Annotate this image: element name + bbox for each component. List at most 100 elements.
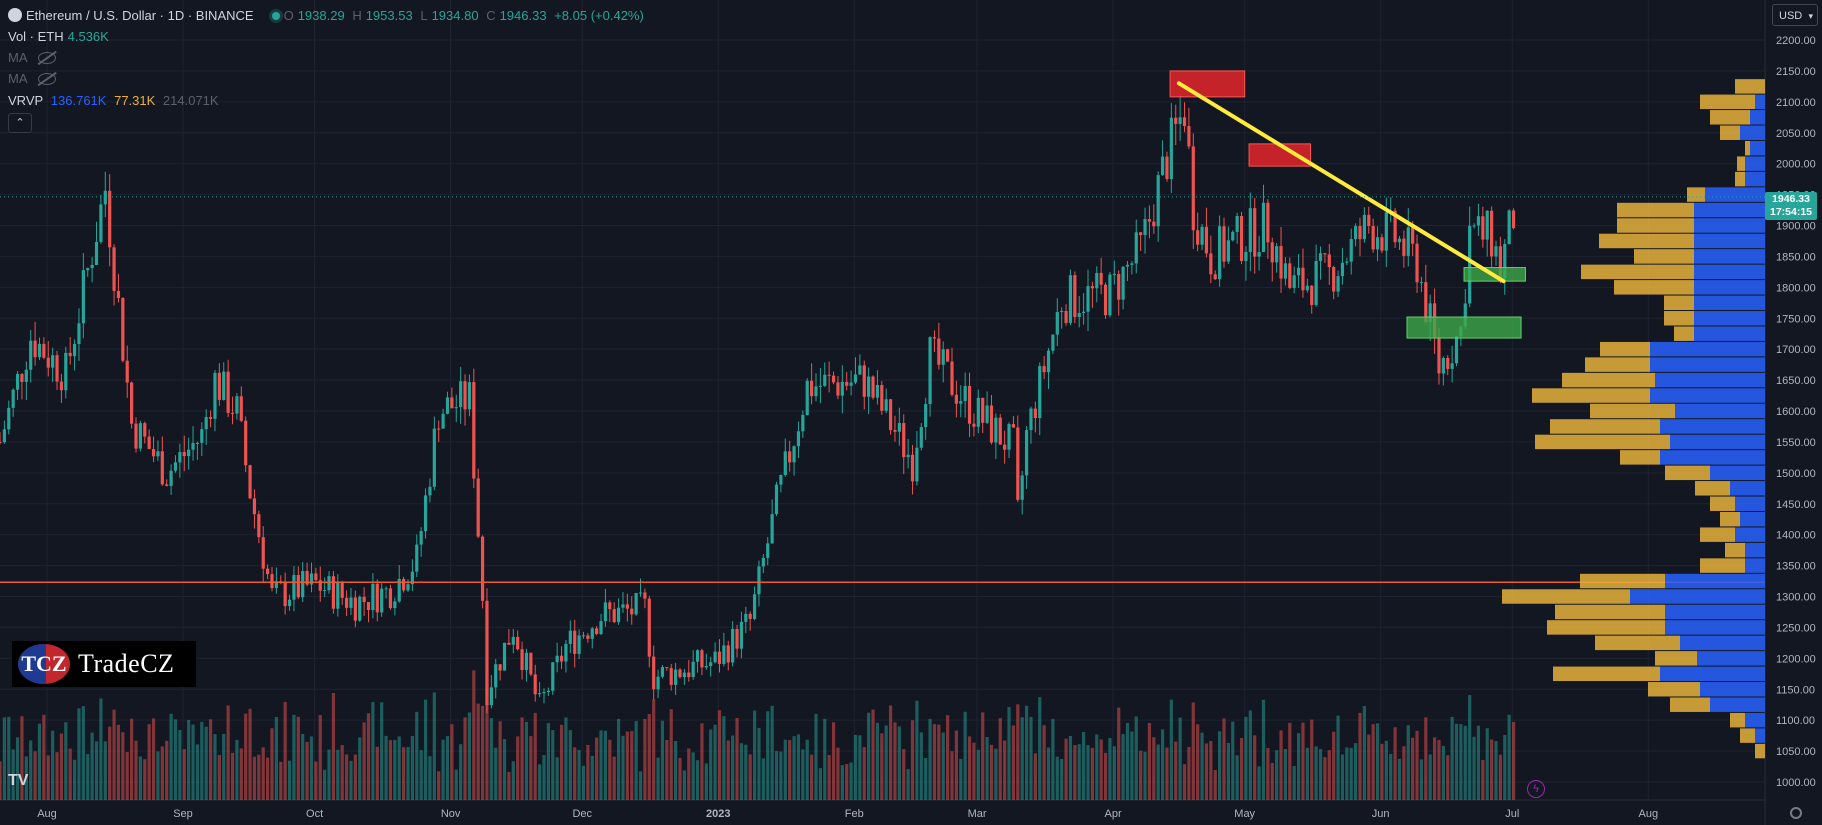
candle [1134, 232, 1138, 264]
volume-bar [393, 740, 397, 800]
candle [1402, 238, 1406, 256]
volume-profile-up-bar [1694, 233, 1765, 249]
y-tick-label: 1850.00 [1776, 251, 1816, 263]
volume-bar [1231, 721, 1235, 800]
candle [533, 674, 537, 695]
candle [1016, 427, 1020, 500]
volume-profile-down-bar [1562, 372, 1655, 388]
volume-bar [924, 757, 928, 800]
currency-select[interactable]: USD [1772, 4, 1818, 27]
candle [1218, 226, 1222, 280]
candle [801, 414, 805, 432]
symbol-title[interactable]: Ethereum / U.S. Dollar · 1D · BINANCE [26, 8, 254, 23]
volume-bar [309, 736, 314, 800]
candle [287, 599, 292, 607]
volume-bar [472, 670, 476, 800]
settings-icon[interactable] [1790, 807, 1802, 819]
volume-bar [1459, 724, 1463, 800]
ma2-legend[interactable]: MA [8, 71, 60, 86]
volume-bar [871, 709, 875, 800]
candle [217, 372, 221, 400]
volume-profile-up-bar [1694, 264, 1765, 280]
candle [932, 337, 937, 339]
volume-bar [1121, 734, 1125, 800]
volume-bar [1235, 755, 1239, 800]
volume-bar [1305, 747, 1309, 800]
candle [744, 613, 748, 622]
volume-profile-down-bar [1755, 743, 1765, 759]
volume-bar [15, 737, 20, 800]
volume-bar [147, 724, 151, 800]
volume-legend[interactable]: Vol · ETH 4.536K [8, 29, 113, 44]
volume-bar [1182, 764, 1187, 800]
candle [643, 592, 647, 599]
candle [1024, 430, 1029, 476]
volume-bar [779, 751, 783, 800]
tradingview-logo[interactable]: TV [8, 772, 29, 789]
volume-bar [845, 764, 849, 800]
volume-bar [1450, 716, 1454, 800]
volume-profile-down-bar [1600, 341, 1650, 357]
volume-bar [937, 724, 941, 800]
candle [893, 430, 897, 432]
volume-bar [494, 747, 498, 800]
candle [182, 452, 186, 457]
eye-hidden-icon[interactable] [37, 73, 56, 85]
candle [884, 399, 888, 411]
candle [314, 573, 318, 581]
ma1-legend[interactable]: MA [8, 50, 60, 65]
volume-profile-down-bar [1745, 140, 1750, 156]
volume-bar [748, 754, 752, 800]
volume-profile-down-bar [1664, 295, 1694, 311]
volume-profile-up-bar [1694, 218, 1765, 233]
candle [1029, 408, 1033, 431]
candle [498, 664, 502, 671]
candle [1073, 275, 1077, 317]
candle [121, 297, 125, 361]
volume-bar [1086, 745, 1090, 800]
candle [665, 667, 669, 669]
volume-bar [542, 755, 546, 800]
candle [792, 446, 796, 463]
collapse-legend-button[interactable]: ⌃ [8, 113, 32, 133]
candle [257, 514, 261, 538]
candle [1051, 334, 1055, 351]
eye-hidden-icon[interactable] [37, 52, 56, 64]
lightning-icon[interactable]: ϟ [1527, 780, 1545, 798]
bar-countdown: 17:54:15 [1769, 206, 1813, 218]
volume-bar [1402, 746, 1406, 800]
candle [1318, 253, 1323, 261]
volume-bar [1160, 729, 1165, 800]
candle [586, 635, 590, 639]
y-tick-label: 1550.00 [1776, 437, 1816, 449]
volume-bar [410, 736, 414, 800]
volume-profile-up-bar [1660, 419, 1765, 434]
tradecz-logo-text: TradeCZ [78, 649, 175, 678]
candle [1485, 210, 1489, 240]
candle [266, 568, 270, 575]
volume-bar [336, 749, 340, 800]
support-zone [1406, 316, 1522, 339]
vrvp-legend[interactable]: VRVP 136.761K 77.31K 214.071K [8, 93, 219, 108]
volume-bar [1314, 746, 1318, 800]
candle [1042, 366, 1046, 373]
volume-bar [1327, 750, 1331, 800]
volume-bar [805, 739, 809, 800]
volume-bar [1064, 738, 1068, 800]
candle [2, 429, 6, 443]
candle [700, 650, 704, 668]
volume-bar [178, 730, 182, 800]
candle [77, 323, 81, 345]
candle [542, 691, 546, 694]
volume-bar [226, 705, 230, 800]
volume-bar [726, 740, 730, 800]
volume-bar [1393, 727, 1397, 800]
volume-bar [1253, 735, 1257, 800]
y-tick-label: 2100.00 [1776, 97, 1816, 109]
volume-bar [586, 744, 590, 800]
symbol-legend[interactable]: Ethereum / U.S. Dollar · 1D · BINANCE O 19… [8, 8, 648, 23]
candle [1139, 232, 1143, 236]
candle [1481, 216, 1485, 240]
volume-bar [1292, 766, 1296, 800]
